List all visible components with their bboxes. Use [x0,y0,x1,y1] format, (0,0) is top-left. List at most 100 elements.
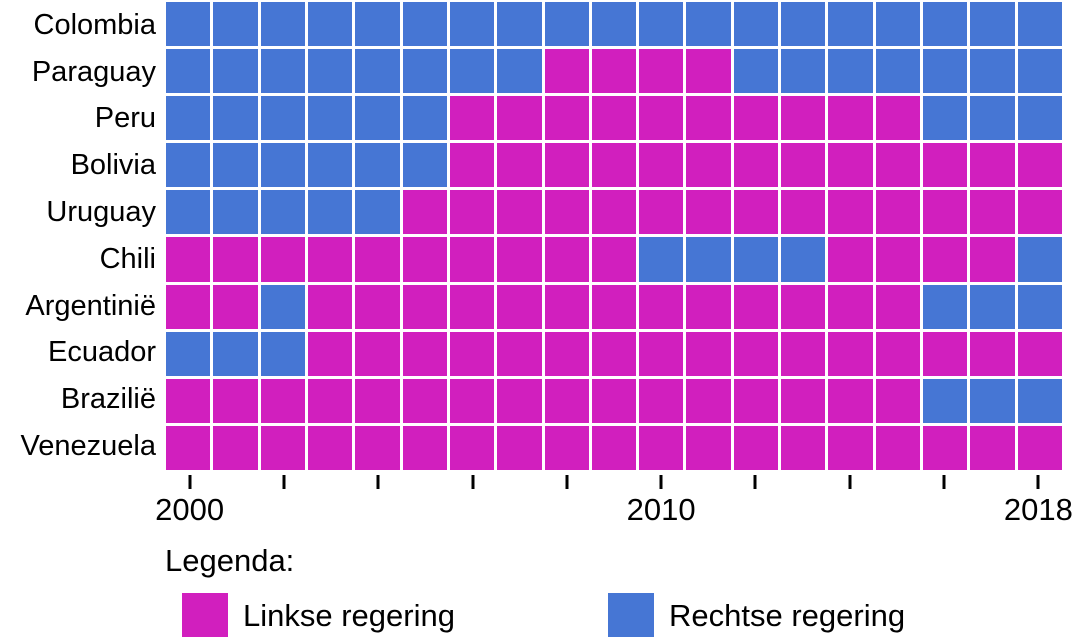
heatmap-cell [733,96,779,141]
axis-tick-2004 [376,475,380,489]
axis-tick-2010 [659,475,663,489]
heatmap-cell [781,284,826,329]
heatmap-cell [260,284,305,329]
heatmap-cell [923,143,968,188]
row-label-chili: Chili [99,242,156,275]
heatmap-cell [781,425,826,470]
heatmap-cell [591,237,637,282]
axis-tick-2008 [565,475,569,489]
heatmap-cell [970,2,1015,47]
legend-label-rechtse: Rechtse regering [669,597,906,633]
heatmap-cell [1017,143,1062,188]
heatmap-cell [923,378,968,423]
heatmap-cell [875,425,921,470]
heatmap-cell [449,378,495,423]
heatmap-cell [591,284,637,329]
heatmap-cell [166,425,211,470]
heatmap-cell [307,237,353,282]
heatmap-cell [1017,284,1062,329]
heatmap-cell [355,2,400,47]
heatmap-cell [355,425,400,470]
heatmap-cell [970,96,1015,141]
heatmap-cell [213,190,258,235]
heatmap-cell [591,143,637,188]
heatmap-cell [828,49,873,94]
heatmap-cell [1017,425,1062,470]
heatmap-cell [875,143,921,188]
heatmap-cell [544,331,589,376]
heatmap-cell [307,331,353,376]
heatmap-cell [686,331,731,376]
x-axis: 2000 2010 2018 [155,470,1073,540]
heatmap-cell [828,425,873,470]
row-label-ecuador: Ecuador [47,336,156,369]
heatmap-cell [213,284,258,329]
heatmap-cell [686,237,731,282]
heatmap-cell [970,49,1015,94]
axis-tick-2016 [942,475,946,489]
heatmap-cell [875,96,921,141]
heatmap-cell [1017,96,1062,141]
axis-tick-2006 [471,475,475,489]
heatmap-cell [686,96,731,141]
heatmap-cell [1017,190,1062,235]
heatmap-cell [260,331,305,376]
heatmap-cell [307,190,353,235]
heatmap-cell [166,49,211,94]
heatmap-cell [402,49,447,94]
heatmap-cell [355,190,400,235]
heatmap-cell [733,2,779,47]
heatmap-cell [875,2,921,47]
heatmap-cell [497,49,542,94]
heatmap-cell [686,49,731,94]
heatmap-cell [307,143,353,188]
heatmap-cell [402,331,447,376]
heatmap-cell [449,331,495,376]
heatmap-cell [544,190,589,235]
heatmap-cell [923,331,968,376]
heatmap-cell [497,2,542,47]
heatmap-cell [639,49,684,94]
row-label-brazilië: Brazilië [60,383,156,416]
heatmap-cell [923,284,968,329]
heatmap-cell [402,425,447,470]
heatmap-cell [355,378,400,423]
heatmap-cell [402,143,447,188]
heatmap-cell [307,49,353,94]
axis-tick-2014 [848,475,852,489]
row-label-peru: Peru [94,102,156,135]
heatmap-cell [591,378,637,423]
heatmap-cell [449,143,495,188]
heatmap-cell [260,49,305,94]
heatmap-cell [970,284,1015,329]
heatmap-cell [781,378,826,423]
heatmap-cell [213,331,258,376]
heatmap-cell [449,425,495,470]
heatmap-cell [923,49,968,94]
heatmap-cell [639,143,684,188]
heatmap-cell [260,190,305,235]
heatmap-cell [544,284,589,329]
heatmap-cell [260,378,305,423]
heatmap-cell [1017,331,1062,376]
heatmap-cell [875,378,921,423]
heatmap-cell [733,425,779,470]
heatmap-cell [733,237,779,282]
heatmap-cell [733,378,779,423]
heatmap-cell [828,331,873,376]
heatmap-cell [639,425,684,470]
heatmap-cell [970,237,1015,282]
heatmap-cell [497,96,542,141]
heatmap-cell [733,49,779,94]
heatmap-cell [355,237,400,282]
heatmap-cell [923,2,968,47]
heatmap-cell [213,425,258,470]
heatmap-cell [923,425,968,470]
heatmap-cell [828,237,873,282]
heatmap-cell [639,237,684,282]
heatmap-cell [733,284,779,329]
heatmap-cell [497,284,542,329]
heatmap-cell [686,190,731,235]
row-label-colombia: Colombia [33,8,157,41]
axis-tick-2018 [1036,475,1040,489]
